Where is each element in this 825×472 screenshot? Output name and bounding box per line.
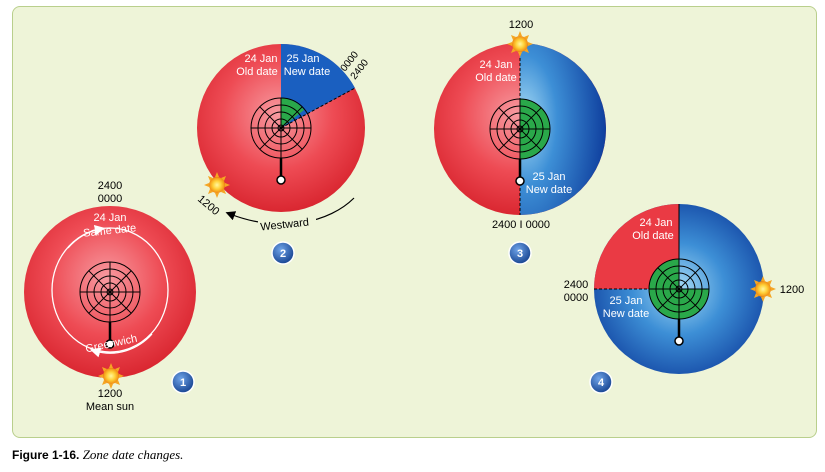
step-3-globe <box>434 43 606 215</box>
step4-old-date: 24 Jan <box>639 217 672 229</box>
step3-new-label: New date <box>526 184 572 196</box>
step3-new-date: 25 Jan <box>532 171 565 183</box>
step-1-globe <box>24 206 196 378</box>
step4-number: 4 <box>598 377 605 389</box>
caption-text: Zone date changes. <box>82 447 184 462</box>
step1-sun-time: 1200 <box>98 388 122 400</box>
step4-old-label: Old date <box>632 230 674 242</box>
step4-left-time-a: 2400 <box>564 279 588 291</box>
step-badge-icon <box>589 370 613 394</box>
step1-date: 24 Jan <box>93 212 126 224</box>
step2-direction: Westward <box>260 217 310 234</box>
step2-number: 2 <box>280 248 286 260</box>
step2-sun-time: 1200 <box>195 193 221 218</box>
step3-sun-time: 1200 <box>509 19 533 31</box>
zone-date-diagram: 2400 0000 24 Jan Same date Greenwich 120… <box>24 19 804 413</box>
step-2-badge: 2 <box>271 241 295 265</box>
step-2-globe <box>197 43 365 212</box>
step3-old-label: Old date <box>475 72 517 84</box>
step-badge-icon <box>271 241 295 265</box>
step-badge-icon <box>171 370 195 394</box>
step4-new-date: 25 Jan <box>609 295 642 307</box>
step-3-badge: 3 <box>508 241 532 265</box>
step4-new-label: New date <box>603 308 649 320</box>
step4-left-time-b: 0000 <box>564 292 588 304</box>
step2-old-label: Old date <box>236 66 278 78</box>
figure-caption: Figure 1-16. Zone date changes. <box>12 447 183 463</box>
step1-top-time-b: 0000 <box>98 193 122 205</box>
caption-label: Figure 1-16. <box>12 448 80 462</box>
step-4-globe <box>594 204 764 374</box>
step1-number: 1 <box>180 377 186 389</box>
step-badge-icon <box>508 241 532 265</box>
westward-label-bg <box>258 217 316 231</box>
step2-old-date: 24 Jan <box>244 53 277 65</box>
step3-old-date: 24 Jan <box>479 59 512 71</box>
step1-top-time-a: 2400 <box>98 180 122 192</box>
step3-bottom-time: 2400 I 0000 <box>492 219 550 231</box>
greenwich-arrow-icon <box>90 333 153 358</box>
same-date-arrow-icon <box>67 224 106 249</box>
step-4-badge: 4 <box>589 370 613 394</box>
step2-new-label: New date <box>284 66 330 78</box>
step4-sun-time: 1200 <box>780 284 804 296</box>
step1-sun-note: Mean sun <box>86 401 134 413</box>
step2-new-date: 25 Jan <box>286 53 319 65</box>
step1-date-note: Same date <box>83 222 137 239</box>
step3-number: 3 <box>517 248 523 260</box>
step-1-badge: 1 <box>171 370 195 394</box>
